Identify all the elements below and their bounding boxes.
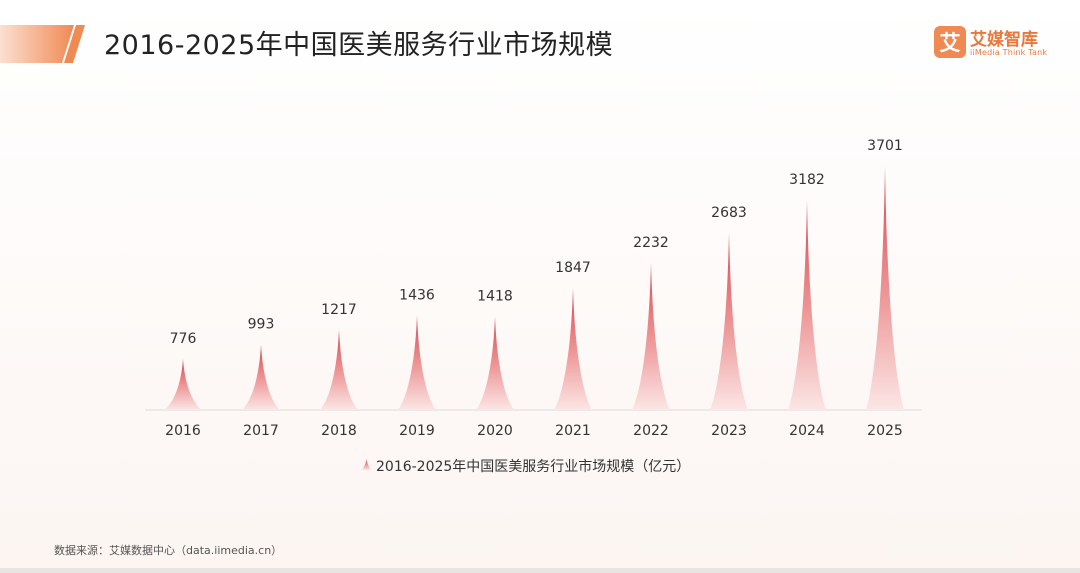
x-tick-label-2018: 2018 xyxy=(321,423,357,439)
bar-2016 xyxy=(164,358,202,410)
value-label-2017: 993 xyxy=(248,317,275,333)
bar-2023 xyxy=(710,233,748,410)
value-label-2020: 1418 xyxy=(477,289,513,305)
x-tick-label-2024: 2024 xyxy=(789,423,825,439)
legend-swatch-icon xyxy=(362,459,371,470)
bar-2018 xyxy=(320,329,358,410)
bottom-divider xyxy=(0,568,1080,573)
value-label-2016: 776 xyxy=(170,331,197,347)
title-accent-bar xyxy=(0,25,85,63)
x-tick-label-2019: 2019 xyxy=(399,423,435,439)
x-tick-label-2020: 2020 xyxy=(477,423,513,439)
brand-mark-icon: 艾 xyxy=(934,26,966,58)
bar-2017 xyxy=(242,344,280,410)
data-source-note: 数据来源：艾媒数据中心（data.iimedia.cn） xyxy=(54,544,283,557)
page-title: 2016-2025年中国医美服务行业市场规模 xyxy=(104,30,614,61)
legend-label: 2016-2025年中国医美服务行业市场规模（亿元） xyxy=(376,459,691,475)
value-label-2023: 2683 xyxy=(711,205,747,221)
bar-2021 xyxy=(554,288,592,410)
brand-mark-char: 艾 xyxy=(940,31,961,55)
x-tick-label-2021: 2021 xyxy=(555,423,591,439)
x-tick-label-2022: 2022 xyxy=(633,423,669,439)
value-label-2019: 1436 xyxy=(399,287,435,303)
bar-2019 xyxy=(398,315,436,410)
value-label-2024: 3182 xyxy=(789,172,825,188)
x-tick-label-2016: 2016 xyxy=(165,423,201,439)
brand-logo: 艾 艾媒智库 iiMedia Think Tank xyxy=(934,24,1054,64)
x-tick-label-2023: 2023 xyxy=(711,423,747,439)
x-tick-label-2017: 2017 xyxy=(243,423,279,439)
bar-2022 xyxy=(632,262,670,410)
bar-2020 xyxy=(476,316,514,410)
value-label-2022: 2232 xyxy=(633,235,669,251)
value-label-2025: 3701 xyxy=(867,138,903,154)
bar-2024 xyxy=(788,200,826,410)
value-label-2021: 1847 xyxy=(555,260,591,276)
brand-name: 艾媒智库 xyxy=(970,30,1038,50)
x-tick-label-2025: 2025 xyxy=(867,423,903,439)
value-label-2018: 1217 xyxy=(321,302,357,318)
brand-subtitle: iiMedia Think Tank xyxy=(970,48,1048,57)
bar-2025 xyxy=(866,166,904,410)
